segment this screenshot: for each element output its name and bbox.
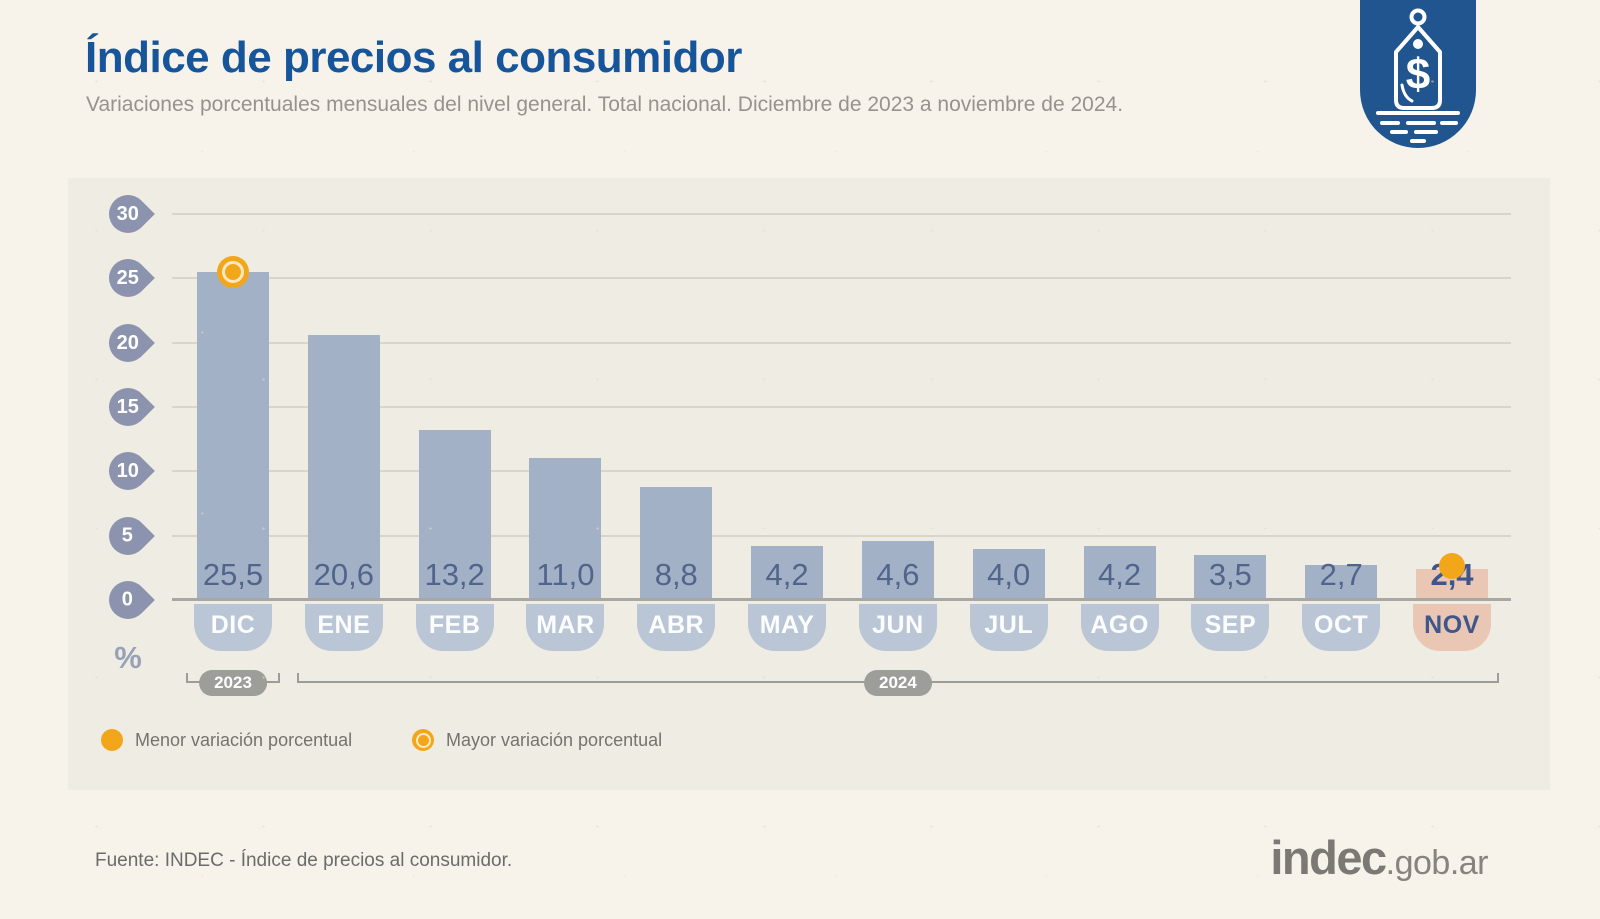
gridline-10 <box>172 470 1511 473</box>
month-tab-ene: ENE <box>304 604 383 651</box>
gridline-30 <box>172 213 1511 215</box>
bar-feb <box>418 430 491 600</box>
x-axis-baseline <box>172 598 1511 601</box>
month-label-may: MAY <box>759 610 815 639</box>
mayor-variacion-ring-icon <box>412 729 434 751</box>
month-tab-ago: AGO <box>1080 604 1159 651</box>
y-axis-tick-label: 30 <box>116 202 140 225</box>
y-axis-tick-25: 25 <box>101 251 155 306</box>
y-axis-tick-label: 10 <box>116 459 140 482</box>
y-axis-tick-label: 0 <box>122 588 134 611</box>
legend-item-mayor: Mayor variación porcentual <box>412 727 662 753</box>
legend-label-mayor: Mayor variación porcentual <box>446 729 663 750</box>
y-axis-tick-label: 20 <box>116 331 140 354</box>
bar-oct <box>1305 565 1378 600</box>
bar-sep <box>1194 554 1267 600</box>
month-label-nov: NOV <box>1424 610 1480 639</box>
month-tab-nov: NOV <box>1413 604 1492 651</box>
month-label-jul: JUL <box>984 610 1034 639</box>
month-tab-abr: ABR <box>637 604 716 651</box>
bar-jul <box>972 548 1045 600</box>
month-label-sep: SEP <box>1204 610 1257 639</box>
gridline-5 <box>172 534 1511 537</box>
price-tag-icon: $ <box>1360 0 1476 148</box>
bar-dic <box>197 271 269 600</box>
y-axis-tick-30: 30 <box>101 187 155 241</box>
source-note: Fuente: INDEC - Índice de precios al con… <box>95 850 513 871</box>
y-axis-unit-label: % <box>114 640 142 675</box>
y-axis-tick-0: 0 <box>101 573 155 627</box>
y-axis-tick-10: 10 <box>101 444 155 499</box>
value-label-sep: 3,5 <box>1208 557 1252 592</box>
month-tab-feb: FEB <box>415 604 494 651</box>
max-variation-ring-marker <box>217 255 249 288</box>
value-label-mar: 11,0 <box>536 557 595 592</box>
value-label-dic: 25,5 <box>202 557 264 592</box>
y-axis-tick-5: 5 <box>101 508 155 563</box>
gridline-20 <box>172 341 1511 344</box>
month-tab-jun: JUN <box>858 604 937 651</box>
price-tag-badge: $ <box>1360 0 1476 148</box>
y-axis-tick-label: 15 <box>116 395 140 418</box>
y-axis-tick-20: 20 <box>101 315 155 370</box>
gridline-15 <box>172 406 1511 408</box>
month-tab-may: MAY <box>748 604 827 651</box>
svg-text:$: $ <box>1406 50 1430 99</box>
month-label-jun: JUN <box>872 610 924 639</box>
page-title: Índice de precios al consumidor <box>85 33 742 82</box>
month-label-dic: DIC <box>210 610 256 639</box>
min-variation-dot-marker <box>1439 553 1466 580</box>
indec-logo-suffix: .gob.ar <box>1385 844 1489 882</box>
bar-jun <box>861 540 934 600</box>
value-label-ago: 4,2 <box>1097 557 1142 592</box>
y-axis-tick-15: 15 <box>101 380 155 434</box>
bar-ene <box>307 334 380 600</box>
month-tab-dic: DIC <box>194 604 272 651</box>
bar-may <box>751 545 824 600</box>
month-label-oct: OCT <box>1314 610 1369 639</box>
month-tab-oct: OCT <box>1302 604 1381 651</box>
month-label-ago: AGO <box>1090 610 1149 639</box>
bar-ago <box>1083 545 1156 600</box>
month-tab-mar: MAR <box>526 604 605 651</box>
value-label-ene: 20,6 <box>313 557 374 592</box>
legend-label-menor: Menor variación porcentual <box>135 729 353 750</box>
month-tab-sep: SEP <box>1191 604 1270 651</box>
value-label-abr: 8,8 <box>654 557 698 592</box>
value-label-jun: 4,6 <box>876 557 920 592</box>
legend-item-menor: Menor variación porcentual <box>101 727 352 753</box>
page-subtitle: Variaciones porcentuales mensuales del n… <box>86 93 1124 116</box>
value-label-oct: 2,7 <box>1319 557 1363 592</box>
month-tab-jul: JUL <box>969 604 1048 651</box>
year-pill-2024: 2024 <box>863 670 932 696</box>
value-label-may: 4,2 <box>765 557 809 592</box>
y-axis-tick-label: 5 <box>122 524 134 547</box>
value-label-feb: 13,2 <box>424 557 485 592</box>
chart-panel: % Menor variación porcentual Mayor varia… <box>68 178 1550 790</box>
y-axis-tick-label: 25 <box>116 266 140 289</box>
month-label-abr: ABR <box>648 610 705 639</box>
indec-logo-main: indec <box>1270 831 1387 884</box>
month-label-ene: ENE <box>317 610 371 639</box>
bar-mar <box>529 458 602 600</box>
year-pill-2023: 2023 <box>199 670 267 696</box>
gridline-25 <box>172 277 1511 280</box>
month-label-mar: MAR <box>536 610 595 639</box>
menor-variacion-dot-icon <box>101 729 123 751</box>
bar-abr <box>640 486 713 600</box>
month-label-feb: FEB <box>428 610 481 639</box>
value-label-jul: 4,0 <box>987 557 1031 592</box>
indec-logo[interactable]: indec .gob.ar <box>1270 830 1488 885</box>
